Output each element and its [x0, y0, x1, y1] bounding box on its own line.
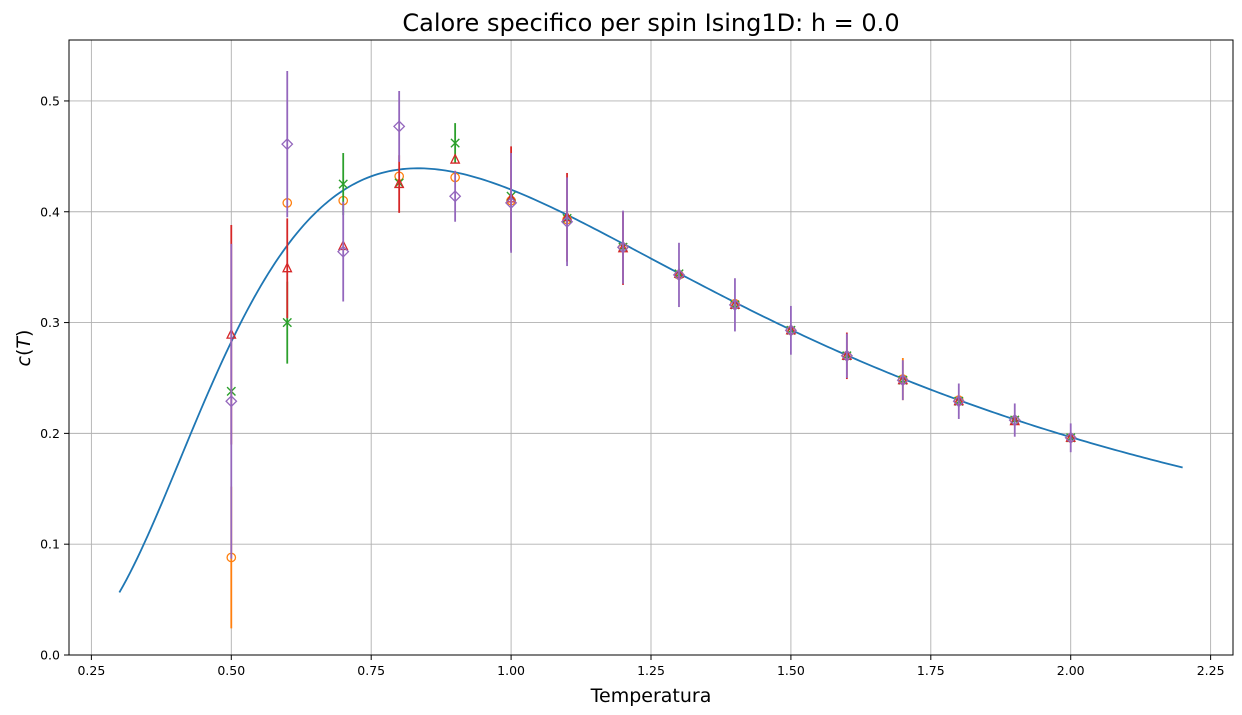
x-tick-label: 1.50 — [777, 663, 805, 678]
data-point-diamond — [225, 395, 238, 408]
x-tick-label: 1.75 — [917, 663, 945, 678]
data-point-triangle — [393, 177, 405, 189]
data-point-diamond — [1064, 431, 1077, 444]
x-tick-label: 1.00 — [497, 663, 525, 678]
data-point-diamond — [1008, 413, 1021, 427]
data-point-diamond — [393, 120, 406, 133]
series-diamond — [225, 71, 1077, 559]
y-tick-label: 0.2 — [40, 426, 60, 441]
y-tick-label: 0.0 — [40, 648, 60, 663]
theory-curve — [118, 167, 1183, 593]
data-point-diamond — [560, 215, 574, 228]
data-point-diamond — [504, 196, 518, 210]
x-tick-label: 2.25 — [1197, 663, 1225, 678]
data-point-diamond — [449, 190, 462, 203]
data-point-diamond — [728, 298, 742, 311]
x-tick-label: 0.25 — [77, 663, 105, 678]
ticks: 0.25 0.50 0.75 1.00 1.25 1.50 1.75 2.00 2.25 0.0 0… — [40, 93, 1224, 678]
y-tick-label: 0.5 — [40, 93, 60, 108]
curve-layer — [118, 167, 1183, 593]
x-tick-label: 1.25 — [637, 663, 665, 678]
data-point-x — [338, 179, 348, 189]
data-point-x — [450, 138, 460, 148]
data-point-diamond — [784, 324, 798, 337]
points-layer — [225, 71, 1077, 629]
y-tick-label: 0.4 — [40, 204, 60, 219]
data-point-triangle — [449, 153, 461, 164]
x-tick-label: 0.75 — [357, 663, 385, 678]
data-point-diamond — [616, 241, 630, 254]
data-point-diamond — [952, 395, 965, 408]
y-axis-label: c(T) — [13, 330, 35, 367]
data-point-diamond — [840, 349, 853, 362]
y-tick-label: 0.3 — [40, 315, 60, 330]
data-point-diamond — [337, 245, 350, 258]
data-point-diamond — [281, 138, 294, 151]
chart-title: Calore specifico per spin Ising1D: h = 0… — [402, 9, 899, 37]
x-tick-label: 0.50 — [217, 663, 245, 678]
data-point-diamond — [896, 374, 909, 387]
x-axis-label: Temperatura — [590, 685, 712, 707]
data-point-x — [282, 317, 292, 328]
data-point-triangle — [281, 261, 293, 273]
x-tick-label: 2.00 — [1057, 663, 1085, 678]
y-tick-label: 0.1 — [40, 537, 60, 552]
data-point-diamond — [672, 268, 686, 282]
